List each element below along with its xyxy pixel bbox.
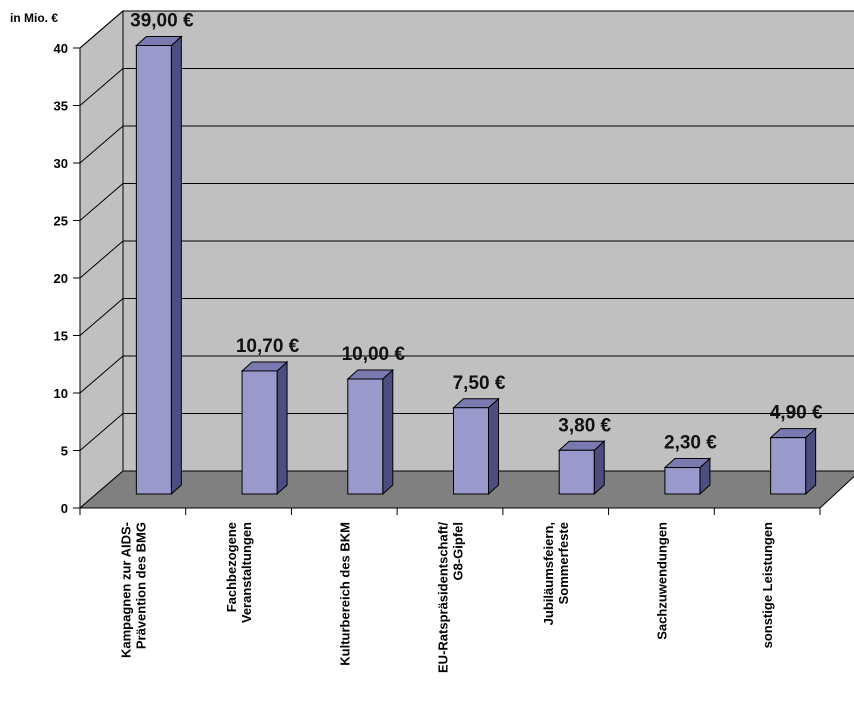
value-labels: 39,00 € 10,70 € 10,00 € 7,50 € 3,80 € 2,30 € 4… — [130, 11, 823, 454]
gridline-diagonal — [79, 413, 124, 451]
gridline-diagonal — [79, 125, 124, 164]
bar-side — [805, 427, 817, 496]
bar-value-label: 4,90 € — [770, 403, 823, 424]
category-label: Kampagnen zur AIDS-Prävention des BMG — [118, 522, 148, 658]
bar — [557, 440, 606, 496]
category-labels: Kampagnen zur AIDS-Prävention des BMG Fac… — [118, 522, 775, 673]
bar-side — [488, 397, 499, 496]
bar-side — [170, 35, 182, 496]
y-tick-label: 5 — [61, 444, 68, 459]
y-tick-label: 40 — [54, 41, 68, 56]
category-label: FachbezogeneVeranstaltungen — [224, 522, 254, 623]
bar — [346, 368, 395, 496]
gridline-diagonal — [79, 355, 124, 394]
category-label-line: EU-Ratspräsidentschaft/ — [436, 522, 451, 673]
bar — [769, 427, 817, 496]
bar-front — [347, 378, 384, 495]
y-tick-label: 0 — [61, 501, 68, 516]
bar-front — [241, 370, 278, 495]
bar-front — [135, 45, 172, 495]
bar — [135, 35, 183, 496]
bar — [240, 360, 289, 496]
category-label-line: Fachbezogene — [224, 522, 239, 612]
y-tick-label: 10 — [54, 386, 68, 401]
category-label: Kulturbereich des BKM — [337, 522, 352, 666]
bars — [135, 35, 817, 496]
bar-front — [453, 407, 489, 495]
bar-value-label: 10,00 € — [342, 344, 406, 365]
gridline-diagonal — [79, 10, 124, 49]
bar-front — [664, 467, 701, 495]
category-label-line: sonstige Leistungen — [760, 522, 775, 648]
bar-value-label: 39,00 € — [130, 11, 194, 32]
gridline-diagonal — [79, 68, 124, 106]
bar-value-label: 10,70 € — [236, 336, 300, 357]
y-axis-unit-label: in Mio. € — [10, 11, 58, 25]
y-tick-label: 35 — [54, 99, 68, 114]
bar — [452, 397, 500, 496]
gridline-diagonal — [79, 240, 124, 279]
category-label: EU-Ratspräsidentschaft/G8-Gipfel — [436, 522, 466, 673]
bar-side — [276, 360, 288, 496]
category-label-line: G8-Gipfel — [451, 522, 466, 581]
bar-side — [382, 368, 394, 496]
y-axis: 0 5 10 15 20 25 30 35 40 — [54, 41, 81, 516]
category-label-line: Jubiläumsfeiern, — [541, 522, 556, 625]
y-tick-label: 20 — [54, 271, 68, 286]
category-label-line: Sommerfeste — [556, 522, 571, 604]
x-axis — [79, 507, 821, 515]
category-label-line: Prävention des BMG — [133, 522, 148, 649]
y-tick-label: 30 — [54, 156, 68, 171]
bar — [663, 457, 712, 496]
category-label-line: Kulturbereich des BKM — [337, 522, 352, 666]
category-label-line: Kampagnen zur AIDS- — [118, 522, 133, 658]
category-label: sonstige Leistungen — [760, 522, 775, 648]
bar-value-label: 7,50 € — [453, 373, 506, 394]
gridline-diagonal — [79, 183, 124, 221]
category-label-line: Sachzuwendungen — [654, 522, 669, 640]
bar-front — [770, 437, 807, 495]
bar-value-label: 2,30 € — [664, 433, 717, 454]
category-label: Jubiläumsfeiern,Sommerfeste — [541, 522, 571, 625]
y-tick-label: 15 — [54, 329, 68, 344]
y-tick-label: 25 — [54, 214, 68, 229]
category-label: Sachzuwendungen — [654, 522, 669, 640]
bar-front — [558, 449, 595, 495]
gridline-diagonal — [79, 298, 124, 336]
gridlines — [79, 10, 854, 451]
category-label-line: Veranstaltungen — [239, 522, 254, 623]
bar-value-label: 3,80 € — [558, 415, 611, 436]
